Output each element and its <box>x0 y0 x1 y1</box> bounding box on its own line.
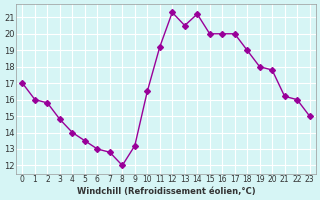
X-axis label: Windchill (Refroidissement éolien,°C): Windchill (Refroidissement éolien,°C) <box>77 187 255 196</box>
